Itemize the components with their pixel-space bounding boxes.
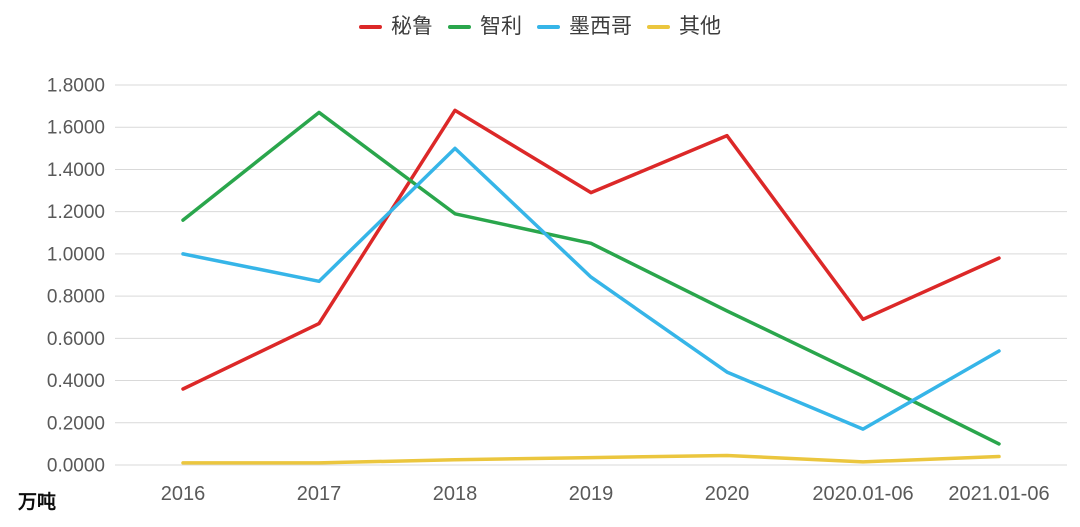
x-axis-tick-label: 2019 <box>569 483 614 505</box>
legend-label-other: 其他 <box>679 15 721 38</box>
legend-swatch-mexico <box>537 24 560 29</box>
legend-swatch-peru <box>359 24 382 29</box>
y-axis-tick-label: 1.8000 <box>47 76 105 97</box>
y-axis-tick-label: 0.4000 <box>47 371 105 392</box>
y-axis-tick-label: 1.0000 <box>47 244 105 265</box>
y-axis-unit-label: 万吨 <box>18 492 57 513</box>
x-axis-tick-label: 2020.01-06 <box>812 483 913 505</box>
legend-item-peru: 秘鲁 <box>359 16 433 37</box>
legend-label-chile: 智利 <box>480 15 522 38</box>
series-line-mexico <box>181 146 1001 431</box>
y-axis-tick-label: 0.2000 <box>47 413 105 434</box>
y-axis-tick-label: 1.6000 <box>47 118 105 139</box>
y-axis-tick-label: 0.8000 <box>47 287 105 308</box>
series-line-peru <box>181 108 1001 391</box>
legend-swatch-other <box>647 24 670 29</box>
y-axis-tick-label: 1.2000 <box>47 202 105 223</box>
legend-item-other: 其他 <box>647 16 721 37</box>
series-line-other <box>181 453 1001 465</box>
y-axis-tick-label: 0.0000 <box>47 456 105 477</box>
legend-item-chile: 智利 <box>448 16 522 37</box>
y-axis-tick-label: 0.6000 <box>47 329 105 350</box>
y-axis-tick-label: 1.4000 <box>47 160 105 181</box>
series-line-chile <box>181 110 1001 446</box>
x-axis-tick-label: 2016 <box>161 483 206 505</box>
legend-label-peru: 秘鲁 <box>391 15 433 38</box>
x-axis-tick-label: 2017 <box>297 483 342 505</box>
legend-label-mexico: 墨西哥 <box>569 15 632 38</box>
legend-item-mexico: 墨西哥 <box>537 16 632 37</box>
legend-swatch-chile <box>448 24 471 29</box>
x-axis-tick-label: 2020 <box>705 483 750 505</box>
x-axis-tick-label: 2021.01-06 <box>948 483 1049 505</box>
x-axis-tick-label: 2018 <box>433 483 478 505</box>
chart-legend: 秘鲁 智利 墨西哥 其他 <box>0 16 1080 37</box>
